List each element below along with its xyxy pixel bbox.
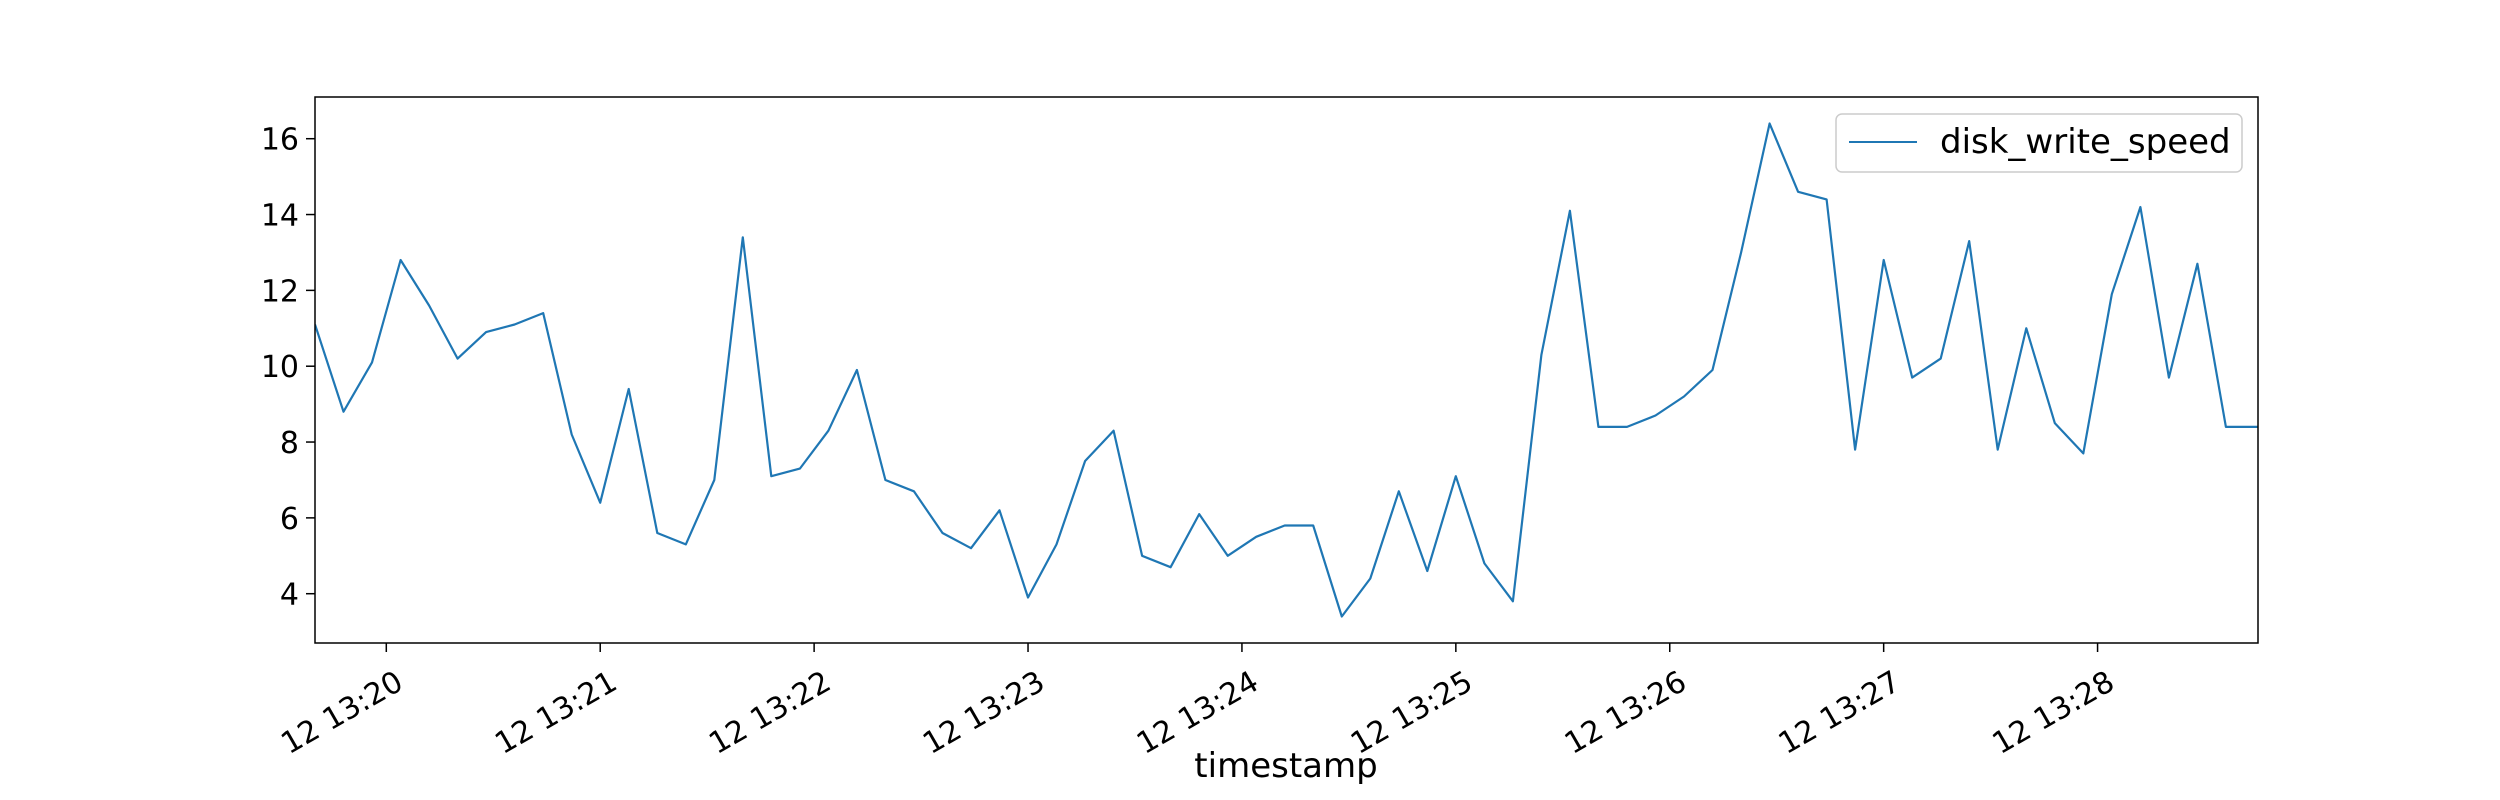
y-tick-label: 12 xyxy=(261,274,299,309)
x-tick-label: 12 13:26 xyxy=(1559,664,1693,761)
x-tick-label: 12 13:20 xyxy=(275,664,409,761)
x-tick-label: 12 13:28 xyxy=(1987,664,2121,761)
series-line-disk-write-speed xyxy=(315,122,2258,618)
x-tick-label: 12 13:27 xyxy=(1773,664,1907,761)
y-axis-ticks: 4 6 8 10 12 14 16 xyxy=(261,123,315,613)
y-tick-label: 4 xyxy=(280,578,299,613)
x-tick-label: 12 13:22 xyxy=(703,664,837,761)
x-tick-label: 12 13:23 xyxy=(917,664,1051,761)
x-axis-ticks: 12 13:20 12 13:21 12 13:22 12 13:23 12 13:24… xyxy=(275,643,2120,762)
y-tick-label: 14 xyxy=(261,199,299,234)
y-tick-label: 10 xyxy=(261,350,299,385)
y-tick-label: 16 xyxy=(261,123,299,158)
x-axis-title: timestamp xyxy=(1194,746,1377,786)
y-tick-label: 6 xyxy=(280,502,299,537)
y-tick-label: 8 xyxy=(280,426,299,461)
legend-box xyxy=(1835,113,2243,173)
plot-area-frame xyxy=(314,96,2259,644)
x-tick-label: 12 13:21 xyxy=(489,664,623,761)
legend-label-disk-write-speed: disk_write_speed xyxy=(1940,122,2231,162)
legend: disk_write_speed xyxy=(1835,113,2243,173)
